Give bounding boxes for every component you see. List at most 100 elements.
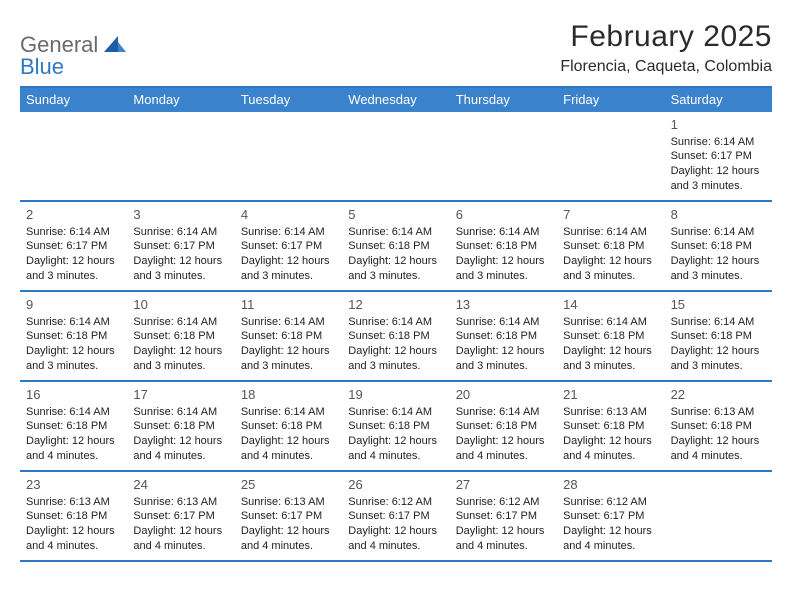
day-cell: 26Sunrise: 6:12 AMSunset: 6:17 PMDayligh… (342, 472, 449, 560)
week-row: 2Sunrise: 6:14 AMSunset: 6:17 PMDaylight… (20, 202, 772, 292)
dow-fri: Friday (557, 88, 664, 112)
dow-sun: Sunday (20, 88, 127, 112)
day-number: 23 (26, 476, 121, 494)
sunset-line: Sunset: 6:18 PM (563, 329, 658, 344)
sunset-line: Sunset: 6:18 PM (563, 239, 658, 254)
daylight-line1: Daylight: 12 hours (456, 344, 551, 359)
daylight-line1: Daylight: 12 hours (563, 434, 658, 449)
sunset-line: Sunset: 6:18 PM (26, 419, 121, 434)
daylight-line2: and 4 minutes. (456, 449, 551, 464)
day-number: 19 (348, 386, 443, 404)
day-number: 25 (241, 476, 336, 494)
day-cell: 4Sunrise: 6:14 AMSunset: 6:17 PMDaylight… (235, 202, 342, 290)
daylight-line1: Daylight: 12 hours (133, 524, 228, 539)
day-cell: 10Sunrise: 6:14 AMSunset: 6:18 PMDayligh… (127, 292, 234, 380)
sunset-line: Sunset: 6:17 PM (26, 239, 121, 254)
daylight-line2: and 3 minutes. (671, 269, 766, 284)
daylight-line2: and 3 minutes. (26, 359, 121, 374)
daylight-line2: and 3 minutes. (348, 359, 443, 374)
day-number: 22 (671, 386, 766, 404)
sunset-line: Sunset: 6:18 PM (671, 239, 766, 254)
daylight-line1: Daylight: 12 hours (26, 524, 121, 539)
daylight-line2: and 4 minutes. (26, 539, 121, 554)
daylight-line1: Daylight: 12 hours (671, 344, 766, 359)
day-number: 4 (241, 206, 336, 224)
daylight-line2: and 4 minutes. (241, 449, 336, 464)
dow-tue: Tuesday (235, 88, 342, 112)
sunrise-line: Sunrise: 6:14 AM (241, 225, 336, 240)
sunrise-line: Sunrise: 6:13 AM (563, 405, 658, 420)
empty-cell (127, 112, 234, 200)
daylight-line2: and 3 minutes. (563, 269, 658, 284)
sunrise-line: Sunrise: 6:14 AM (563, 225, 658, 240)
sunrise-line: Sunrise: 6:13 AM (241, 495, 336, 510)
daylight-line2: and 3 minutes. (563, 359, 658, 374)
daylight-line1: Daylight: 12 hours (26, 434, 121, 449)
sunrise-line: Sunrise: 6:14 AM (26, 315, 121, 330)
sunrise-line: Sunrise: 6:14 AM (133, 315, 228, 330)
day-cell: 11Sunrise: 6:14 AMSunset: 6:18 PMDayligh… (235, 292, 342, 380)
sunset-line: Sunset: 6:17 PM (456, 509, 551, 524)
empty-cell (450, 112, 557, 200)
sunrise-line: Sunrise: 6:14 AM (456, 405, 551, 420)
day-cell: 16Sunrise: 6:14 AMSunset: 6:18 PMDayligh… (20, 382, 127, 470)
daylight-line1: Daylight: 12 hours (348, 434, 443, 449)
day-number: 26 (348, 476, 443, 494)
day-cell: 15Sunrise: 6:14 AMSunset: 6:18 PMDayligh… (665, 292, 772, 380)
day-cell: 23Sunrise: 6:13 AMSunset: 6:18 PMDayligh… (20, 472, 127, 560)
daylight-line1: Daylight: 12 hours (26, 254, 121, 269)
daylight-line1: Daylight: 12 hours (348, 524, 443, 539)
sunset-line: Sunset: 6:18 PM (348, 419, 443, 434)
sunset-line: Sunset: 6:18 PM (26, 329, 121, 344)
sunrise-line: Sunrise: 6:14 AM (133, 405, 228, 420)
daylight-line2: and 3 minutes. (133, 269, 228, 284)
calendar-page: General Blue February 2025 Florencia, Ca… (0, 0, 792, 562)
week-row: 23Sunrise: 6:13 AMSunset: 6:18 PMDayligh… (20, 472, 772, 562)
empty-cell (235, 112, 342, 200)
day-number: 1 (671, 116, 766, 134)
sunset-line: Sunset: 6:17 PM (241, 509, 336, 524)
sunrise-line: Sunrise: 6:14 AM (563, 315, 658, 330)
sunrise-line: Sunrise: 6:14 AM (348, 405, 443, 420)
sunrise-line: Sunrise: 6:14 AM (671, 135, 766, 150)
sunrise-line: Sunrise: 6:13 AM (671, 405, 766, 420)
sunrise-line: Sunrise: 6:14 AM (456, 315, 551, 330)
sunset-line: Sunset: 6:18 PM (348, 329, 443, 344)
day-cell: 24Sunrise: 6:13 AMSunset: 6:17 PMDayligh… (127, 472, 234, 560)
day-number: 8 (671, 206, 766, 224)
day-number: 15 (671, 296, 766, 314)
daylight-line1: Daylight: 12 hours (563, 344, 658, 359)
week-row: 9Sunrise: 6:14 AMSunset: 6:18 PMDaylight… (20, 292, 772, 382)
day-cell: 12Sunrise: 6:14 AMSunset: 6:18 PMDayligh… (342, 292, 449, 380)
sunset-line: Sunset: 6:18 PM (241, 419, 336, 434)
daylight-line1: Daylight: 12 hours (563, 524, 658, 539)
daylight-line2: and 3 minutes. (26, 269, 121, 284)
daylight-line2: and 4 minutes. (456, 539, 551, 554)
day-cell: 7Sunrise: 6:14 AMSunset: 6:18 PMDaylight… (557, 202, 664, 290)
empty-cell (342, 112, 449, 200)
day-number: 7 (563, 206, 658, 224)
day-cell: 6Sunrise: 6:14 AMSunset: 6:18 PMDaylight… (450, 202, 557, 290)
day-cell: 17Sunrise: 6:14 AMSunset: 6:18 PMDayligh… (127, 382, 234, 470)
sunset-line: Sunset: 6:18 PM (348, 239, 443, 254)
daylight-line2: and 3 minutes. (671, 359, 766, 374)
daylight-line2: and 4 minutes. (133, 539, 228, 554)
daylight-line2: and 3 minutes. (456, 269, 551, 284)
daylight-line2: and 4 minutes. (671, 449, 766, 464)
sunrise-line: Sunrise: 6:12 AM (456, 495, 551, 510)
daylight-line2: and 3 minutes. (348, 269, 443, 284)
daylight-line1: Daylight: 12 hours (241, 434, 336, 449)
dow-mon: Monday (127, 88, 234, 112)
daylight-line1: Daylight: 12 hours (133, 344, 228, 359)
day-number: 16 (26, 386, 121, 404)
sunset-line: Sunset: 6:17 PM (563, 509, 658, 524)
sunrise-line: Sunrise: 6:14 AM (26, 405, 121, 420)
sunrise-line: Sunrise: 6:14 AM (348, 225, 443, 240)
daylight-line2: and 3 minutes. (241, 359, 336, 374)
daylight-line2: and 3 minutes. (456, 359, 551, 374)
empty-cell (20, 112, 127, 200)
day-cell: 9Sunrise: 6:14 AMSunset: 6:18 PMDaylight… (20, 292, 127, 380)
day-number: 5 (348, 206, 443, 224)
daylight-line2: and 3 minutes. (241, 269, 336, 284)
dow-sat: Saturday (665, 88, 772, 112)
